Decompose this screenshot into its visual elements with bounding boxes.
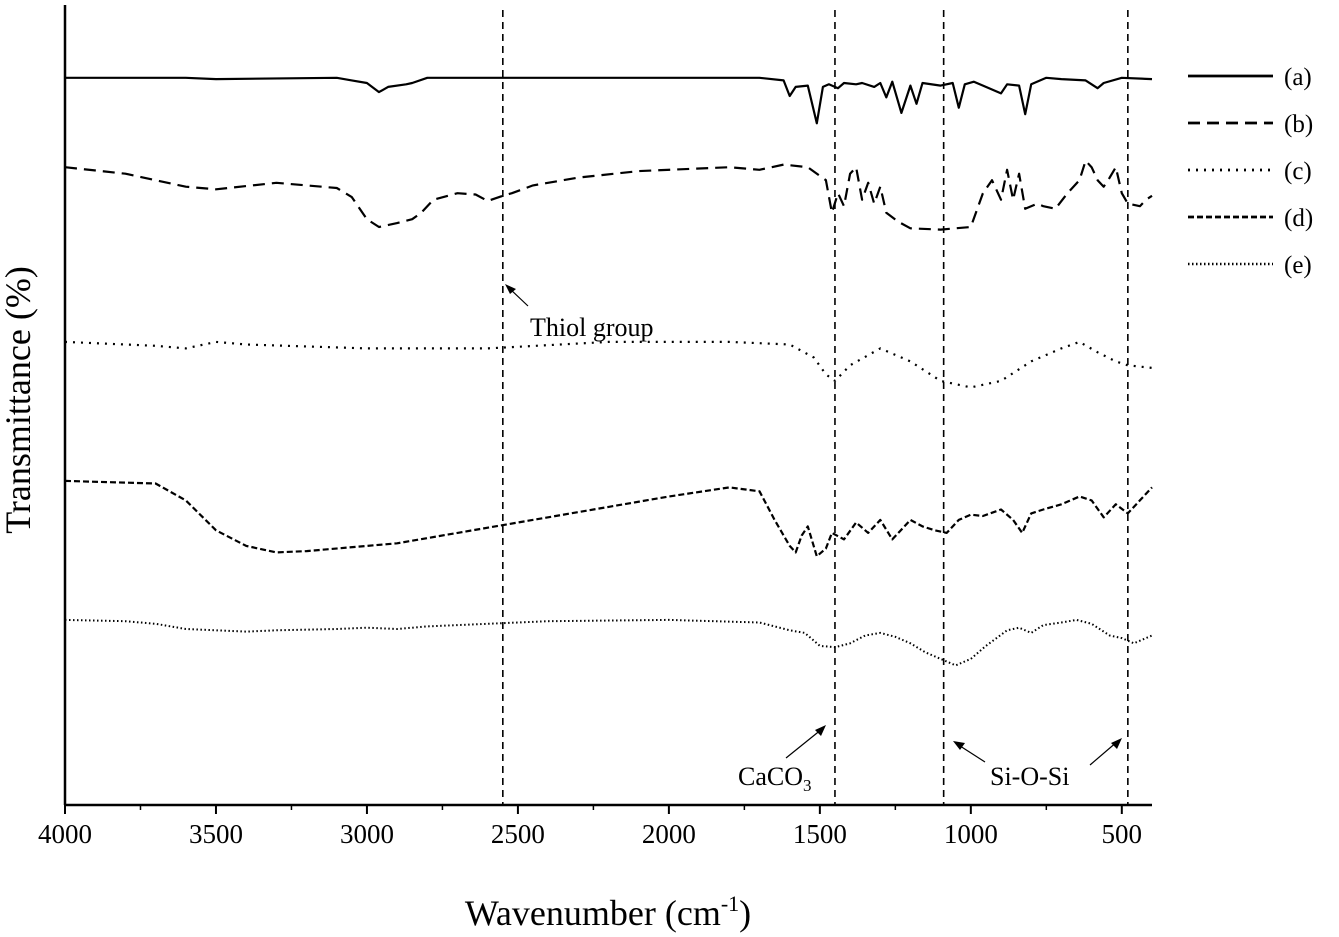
- series-line-2: [64, 159, 1153, 231]
- x-tick-label-500: 500: [1102, 819, 1143, 849]
- annotation-arrowhead-caco3: [815, 725, 826, 736]
- annotation-arrow-caco3: [785, 728, 823, 759]
- legend-label-2: (b): [1284, 111, 1313, 138]
- x-axis-tick-labels: 4000 3500 3000 2500 2000 1500 1000 500: [38, 819, 1142, 849]
- x-tick-label-2500: 2500: [491, 819, 545, 849]
- annotation-label-thiol: Thiol group: [530, 313, 654, 342]
- annotation-thiol-group: Thiol group: [505, 284, 654, 342]
- legend-label-4: (d): [1284, 205, 1313, 232]
- x-axis-title-superscript: -1: [721, 891, 739, 916]
- legend: (a) (b) (c) (d) (e): [1188, 64, 1313, 279]
- series-line-4: [64, 479, 1153, 558]
- x-tick-label-1500: 1500: [793, 819, 847, 849]
- y-axis-title: Transmittance (%): [0, 266, 38, 534]
- x-axis-title: Wavenumber (cm-1): [465, 891, 751, 933]
- series-line-5: [64, 618, 1153, 667]
- series-line-3: [64, 340, 1153, 389]
- annotation-arrowhead-si-left: [953, 741, 965, 750]
- legend-label-3: (c): [1284, 158, 1312, 185]
- x-tick-label-2000: 2000: [642, 819, 696, 849]
- legend-label-1: (a): [1284, 64, 1312, 91]
- annotation-label-caco3: CaCO3: [738, 762, 812, 795]
- annotation-si-o-si: Si-O-Si: [953, 738, 1122, 791]
- x-axis-ticks: [64, 805, 1123, 814]
- annotation-caco3: CaCO3: [738, 725, 826, 795]
- x-tick-label-3000: 3000: [340, 819, 394, 849]
- annotation-label-si-o-si: Si-O-Si: [990, 762, 1069, 791]
- x-tick-label-1000: 1000: [944, 819, 998, 849]
- reference-lines: [502, 10, 1129, 805]
- series-line-1: [65, 76, 1153, 125]
- annotation-arrowhead-thiol: [505, 284, 516, 294]
- x-tick-label-4000: 4000: [38, 819, 92, 849]
- annotation-arrowhead-si-right: [1111, 738, 1122, 749]
- legend-label-5: (e): [1284, 252, 1312, 279]
- x-tick-label-3500: 3500: [189, 819, 243, 849]
- spectra-series: [64, 76, 1153, 667]
